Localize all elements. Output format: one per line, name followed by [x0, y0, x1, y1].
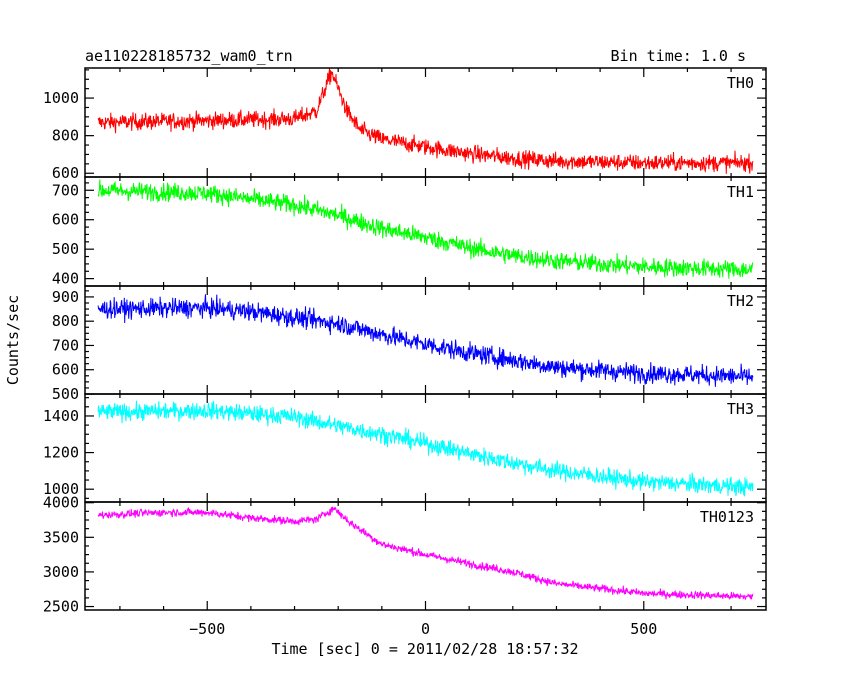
y-tick-label: 600	[52, 211, 79, 229]
panel-th2: 500 600 700 800 900 TH2	[52, 285, 767, 403]
y-tick-label: 600	[52, 361, 79, 379]
y-tick-label: 1000	[43, 89, 79, 107]
y-tick-label: 700	[52, 181, 79, 199]
y-tick-label: 1400	[43, 407, 79, 425]
bin-time-label: Bin time: 1.0 s	[611, 47, 746, 65]
panel-name-label: TH1	[727, 183, 754, 201]
panel-th1: 400 500 600 700 TH1	[52, 176, 767, 288]
x-tick-label: 500	[630, 620, 657, 638]
panel-name-label: TH0	[727, 74, 754, 92]
y-tick-label: 400	[52, 270, 79, 288]
series-line-th0123	[97, 506, 754, 600]
y-tick-label: 900	[52, 288, 79, 306]
panel-th3: 1000 1200 1400 TH3	[43, 393, 767, 503]
x-tick-label: 0	[421, 620, 430, 638]
series-line-th3	[97, 400, 754, 497]
y-tick-label: 3500	[43, 528, 79, 546]
y-tick-label: 800	[52, 312, 79, 330]
panel-name-label: TH0123	[700, 508, 754, 526]
chart-title: ae110228185732_wam0_trn	[85, 47, 293, 65]
x-tick-label: −500	[189, 620, 225, 638]
series-line-th2	[97, 294, 754, 387]
y-tick-label: 500	[52, 385, 79, 403]
y-tick-label: 1000	[43, 480, 79, 498]
y-tick-label: 3000	[43, 563, 79, 581]
panel-name-label: TH2	[727, 292, 754, 310]
x-axis: −500 0 500	[189, 620, 657, 638]
x-axis-label: Time [sec] 0 = 2011/02/28 18:57:32	[271, 640, 578, 658]
panel-th0123: 2500 3000 3500 4000 TH0123	[43, 494, 767, 616]
y-axis-label: Counts/sec	[4, 295, 22, 385]
panel-name-label: TH3	[727, 400, 754, 418]
panel-th0: 600 800 1000 TH0	[43, 67, 767, 182]
y-tick-label: 800	[52, 127, 79, 145]
series-line-th1	[97, 179, 754, 279]
y-tick-label: 2500	[43, 598, 79, 616]
y-tick-label: 1200	[43, 444, 79, 462]
y-tick-label: 600	[52, 164, 79, 182]
series-line-th0	[97, 68, 754, 174]
y-tick-label: 500	[52, 240, 79, 258]
y-tick-label: 700	[52, 336, 79, 354]
y-tick-label: 4000	[43, 494, 79, 512]
